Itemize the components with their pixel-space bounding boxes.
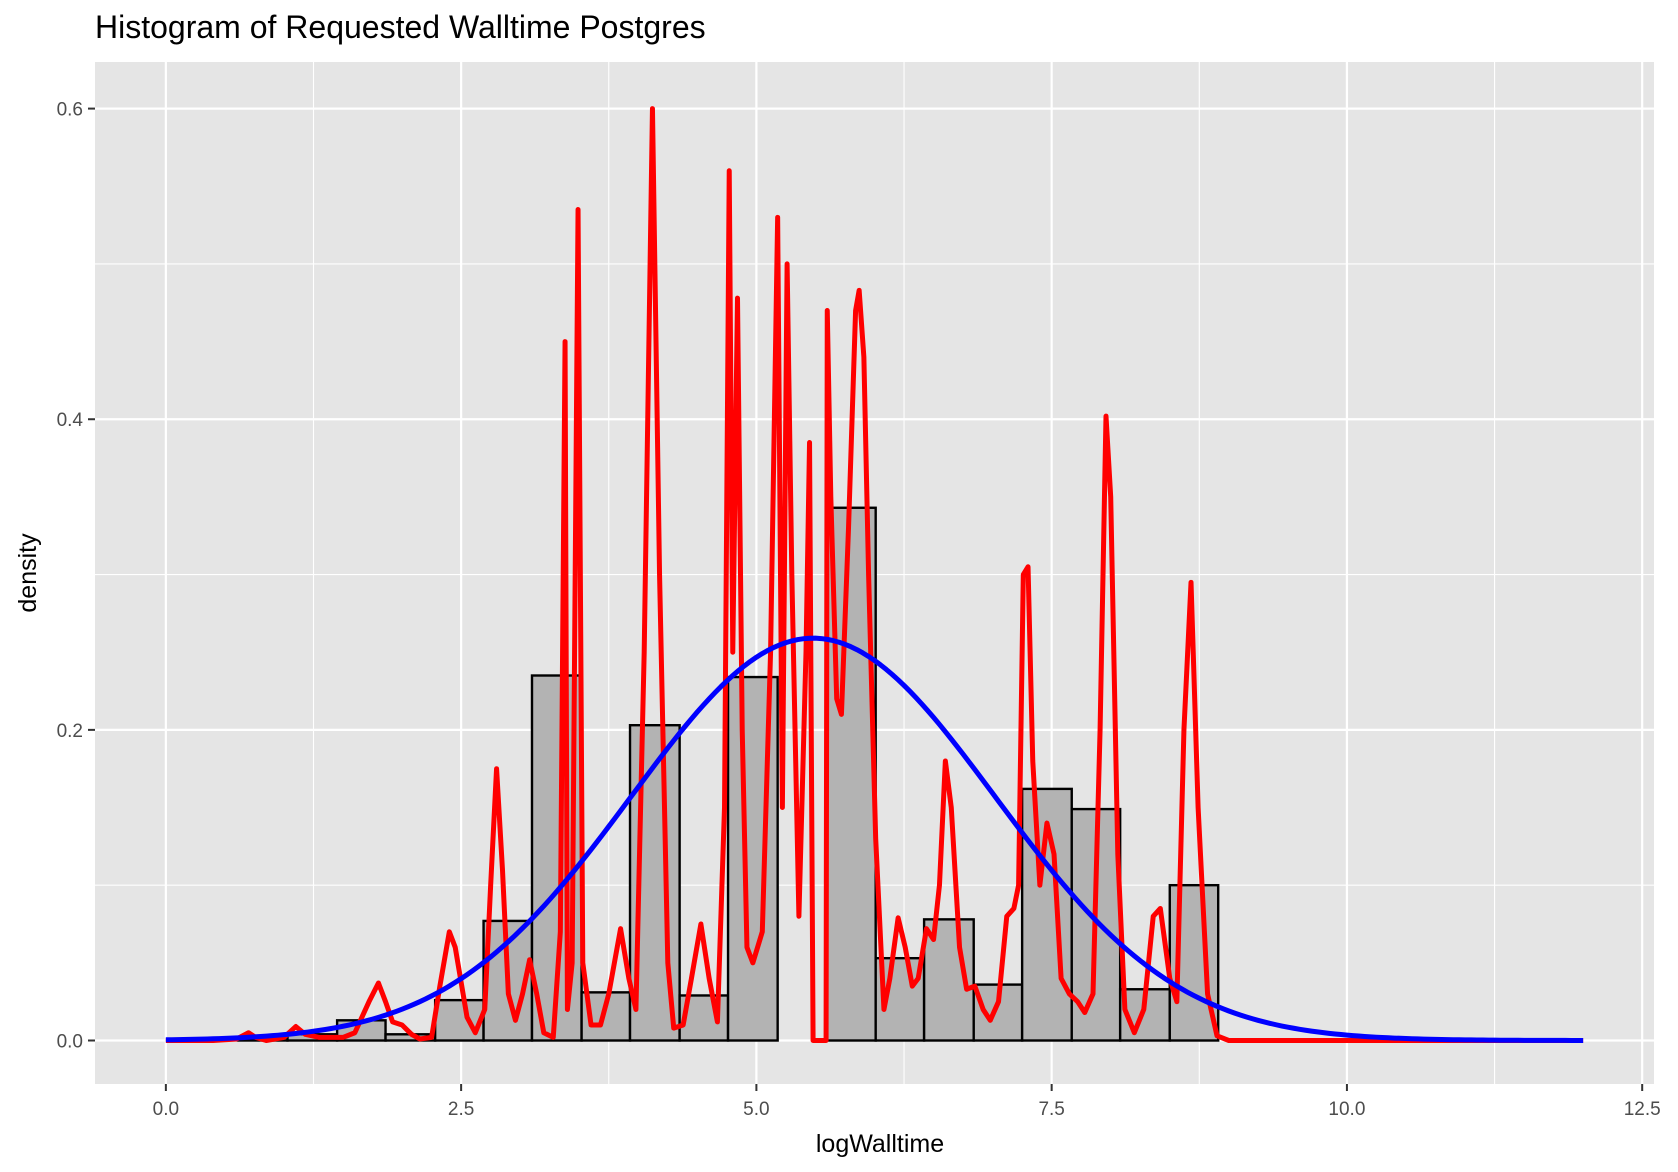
x-axis-label: logWalltime [816,1130,944,1158]
y-axis-label: density [14,533,42,613]
x-tick-label: 7.5 [1038,1099,1064,1120]
y-tick-label: 0.4 [57,410,84,431]
x-tick-label: 0.0 [153,1099,179,1120]
x-tick-label: 2.5 [448,1099,474,1120]
x-tick-label: 12.5 [1624,1099,1661,1120]
x-tick-label: 5.0 [743,1099,769,1120]
normal-curve-line [165,635,1584,1043]
y-tick-label: 0.0 [57,1032,83,1053]
y-axis: 0.0 0.2 0.4 0.6 [57,100,95,1053]
series-lines [165,106,1584,1044]
chart-title: Histogram of Requested Walltime Postgres [95,9,706,45]
y-tick-label: 0.2 [57,721,83,742]
y-tick-label: 0.6 [57,100,83,121]
x-tick-label: 10.0 [1328,1099,1365,1120]
x-axis: 0.0 2.5 5.0 7.5 10.0 12.5 [153,1084,1661,1120]
density-curve-line [165,106,1584,1044]
